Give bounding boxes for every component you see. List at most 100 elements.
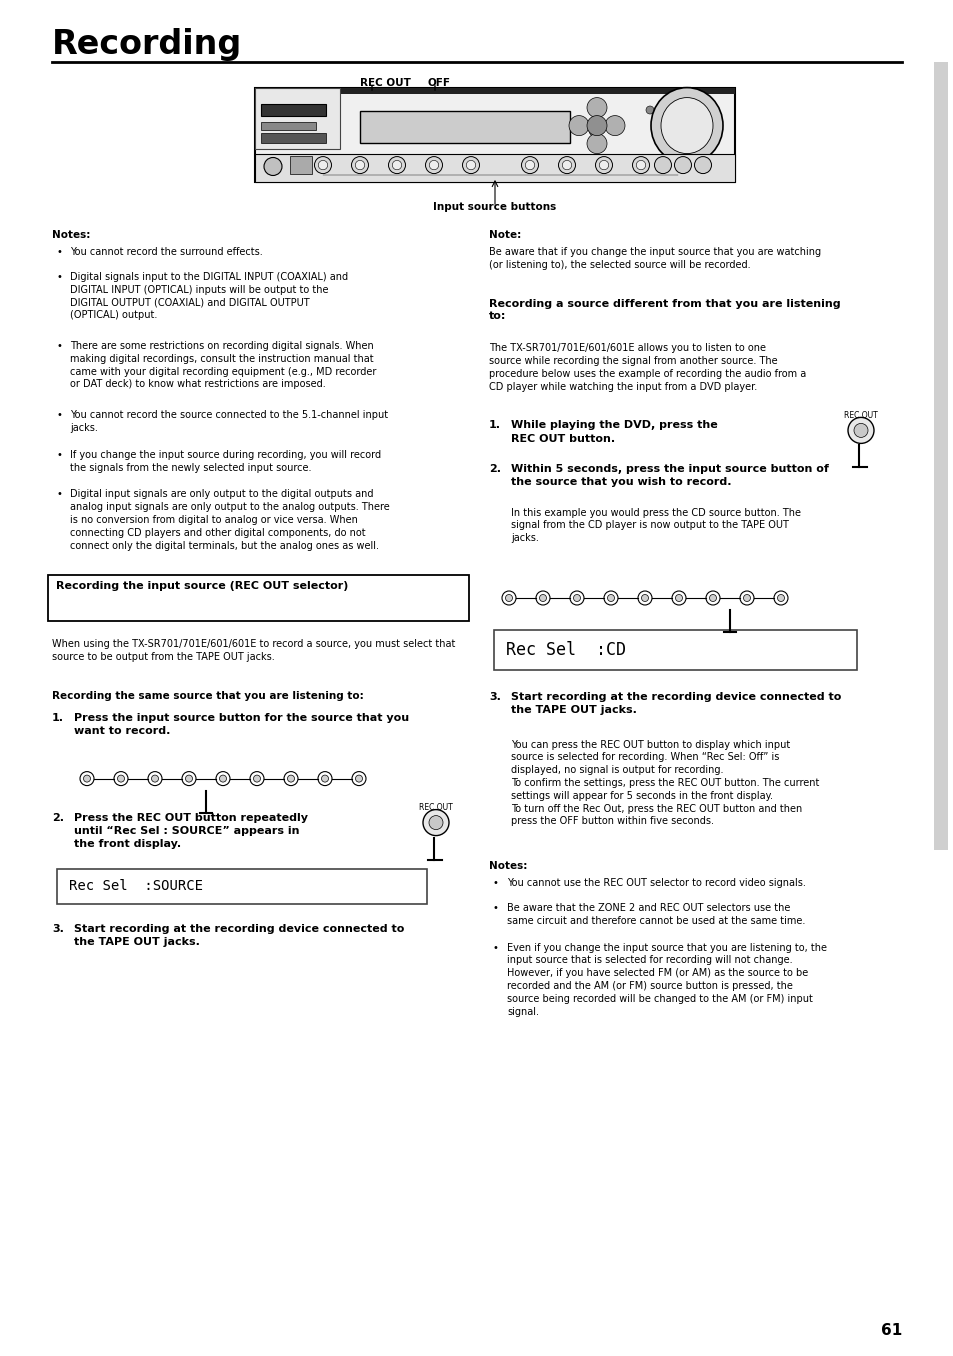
Text: REC OUT: REC OUT [359, 79, 411, 88]
Circle shape [466, 160, 476, 170]
Circle shape [253, 776, 260, 782]
Bar [359, 111, 569, 142]
Text: Within 5 seconds, press the input source button of
the source that you wish to r: Within 5 seconds, press the input source… [511, 464, 828, 487]
Circle shape [117, 776, 125, 782]
Text: REC OUT: REC OUT [843, 411, 877, 420]
Text: OFF: OFF [428, 79, 451, 88]
Circle shape [462, 156, 479, 174]
Circle shape [669, 106, 678, 114]
Circle shape [654, 156, 671, 174]
Circle shape [658, 106, 665, 114]
Circle shape [80, 772, 94, 785]
Circle shape [392, 160, 401, 170]
Circle shape [674, 156, 691, 174]
Circle shape [185, 776, 193, 782]
Text: If you change the input source during recording, you will record
the signals fro: If you change the input source during re… [70, 450, 381, 473]
Bar [261, 122, 315, 130]
Circle shape [152, 776, 158, 782]
Circle shape [742, 594, 750, 602]
Text: Input source buttons: Input source buttons [433, 202, 556, 212]
Text: Digital signals input to the DIGITAL INPUT (COAXIAL) and
DIGITAL INPUT (OPTICAL): Digital signals input to the DIGITAL INP… [70, 271, 348, 320]
Text: Start recording at the recording device connected to
the TAPE OUT jacks.: Start recording at the recording device … [511, 692, 841, 715]
Circle shape [355, 160, 364, 170]
Circle shape [321, 776, 328, 782]
Text: In this example you would press the CD source button. The
signal from the CD pla: In this example you would press the CD s… [511, 507, 801, 544]
Circle shape [598, 160, 608, 170]
Circle shape [604, 115, 624, 136]
Circle shape [287, 776, 294, 782]
Circle shape [645, 106, 654, 114]
Circle shape [264, 157, 282, 175]
Circle shape [740, 591, 753, 605]
Circle shape [250, 772, 264, 785]
Circle shape [675, 594, 681, 602]
Text: Press the input source button for the source that you
want to record.: Press the input source button for the so… [74, 713, 409, 736]
Text: When using the TX-SR701/701E/601/601E to record a source, you must select that
s: When using the TX-SR701/701E/601/601E to… [52, 640, 455, 662]
Bar [290, 156, 312, 174]
Circle shape [586, 115, 606, 136]
Text: Rec Sel  :SOURCE: Rec Sel :SOURCE [69, 880, 203, 894]
Circle shape [640, 594, 648, 602]
Circle shape [536, 591, 550, 605]
Text: •: • [493, 879, 498, 888]
Circle shape [588, 125, 600, 137]
Text: Be aware that the ZONE 2 and REC OUT selectors use the
same circuit and therefor: Be aware that the ZONE 2 and REC OUT sel… [506, 903, 804, 926]
Text: There are some restrictions on recording digital signals. When
making digital re: There are some restrictions on recording… [70, 340, 376, 389]
Bar [261, 133, 326, 142]
Circle shape [773, 591, 787, 605]
Circle shape [219, 776, 226, 782]
Text: 61: 61 [880, 1323, 901, 1338]
Text: Even if you change the input source that you are listening to, the
input source : Even if you change the input source that… [506, 942, 826, 1017]
Bar [494, 631, 856, 670]
Circle shape [573, 594, 579, 602]
Text: 3.: 3. [489, 692, 500, 702]
Bar [254, 153, 734, 182]
Circle shape [84, 776, 91, 782]
Text: Recording the same source that you are listening to:: Recording the same source that you are l… [52, 692, 363, 701]
Bar [254, 88, 734, 94]
Circle shape [558, 156, 575, 174]
Text: REC OUT: REC OUT [418, 803, 453, 812]
Text: 3.: 3. [52, 923, 64, 934]
Text: •: • [493, 942, 498, 953]
Text: Recording a source different from that you are listening
to:: Recording a source different from that y… [489, 298, 840, 321]
Circle shape [561, 160, 571, 170]
Circle shape [709, 594, 716, 602]
Circle shape [317, 772, 332, 785]
Circle shape [636, 160, 645, 170]
Circle shape [284, 772, 297, 785]
Ellipse shape [650, 88, 722, 164]
Circle shape [632, 156, 649, 174]
Circle shape [505, 594, 512, 602]
Circle shape [429, 815, 442, 830]
Text: •: • [56, 271, 62, 282]
Circle shape [607, 594, 614, 602]
Circle shape [705, 591, 720, 605]
Circle shape [569, 591, 583, 605]
Circle shape [318, 160, 327, 170]
Text: You cannot use the REC OUT selector to record video signals.: You cannot use the REC OUT selector to r… [506, 879, 805, 888]
Text: Notes:: Notes: [52, 231, 91, 240]
Bar [933, 62, 947, 850]
Circle shape [586, 98, 606, 118]
Circle shape [352, 772, 366, 785]
Text: You cannot record the source connected to the 5.1-channel input
jacks.: You cannot record the source connected t… [70, 411, 388, 433]
Ellipse shape [660, 98, 712, 153]
Text: 1.: 1. [52, 713, 64, 723]
Circle shape [148, 772, 162, 785]
Text: Digital input signals are only output to the digital outputs and
analog input si: Digital input signals are only output to… [70, 490, 390, 551]
Text: You cannot record the surround effects.: You cannot record the surround effects. [70, 247, 262, 258]
Text: Press the REC OUT button repeatedly
until “Rec Sel : SOURCE” appears in
the fron: Press the REC OUT button repeatedly unti… [74, 812, 308, 849]
Circle shape [671, 591, 685, 605]
Bar [254, 88, 339, 149]
Circle shape [182, 772, 195, 785]
Text: The TX-SR701/701E/601/601E allows you to listen to one
source while recording th: The TX-SR701/701E/601/601E allows you to… [489, 343, 805, 392]
Text: •: • [56, 450, 62, 460]
Text: •: • [493, 903, 498, 913]
Circle shape [847, 418, 873, 443]
Circle shape [525, 160, 534, 170]
Text: Be aware that if you change the input source that you are watching
(or listening: Be aware that if you change the input so… [489, 247, 821, 270]
Text: 1.: 1. [489, 420, 500, 430]
Circle shape [355, 776, 362, 782]
Circle shape [429, 160, 438, 170]
